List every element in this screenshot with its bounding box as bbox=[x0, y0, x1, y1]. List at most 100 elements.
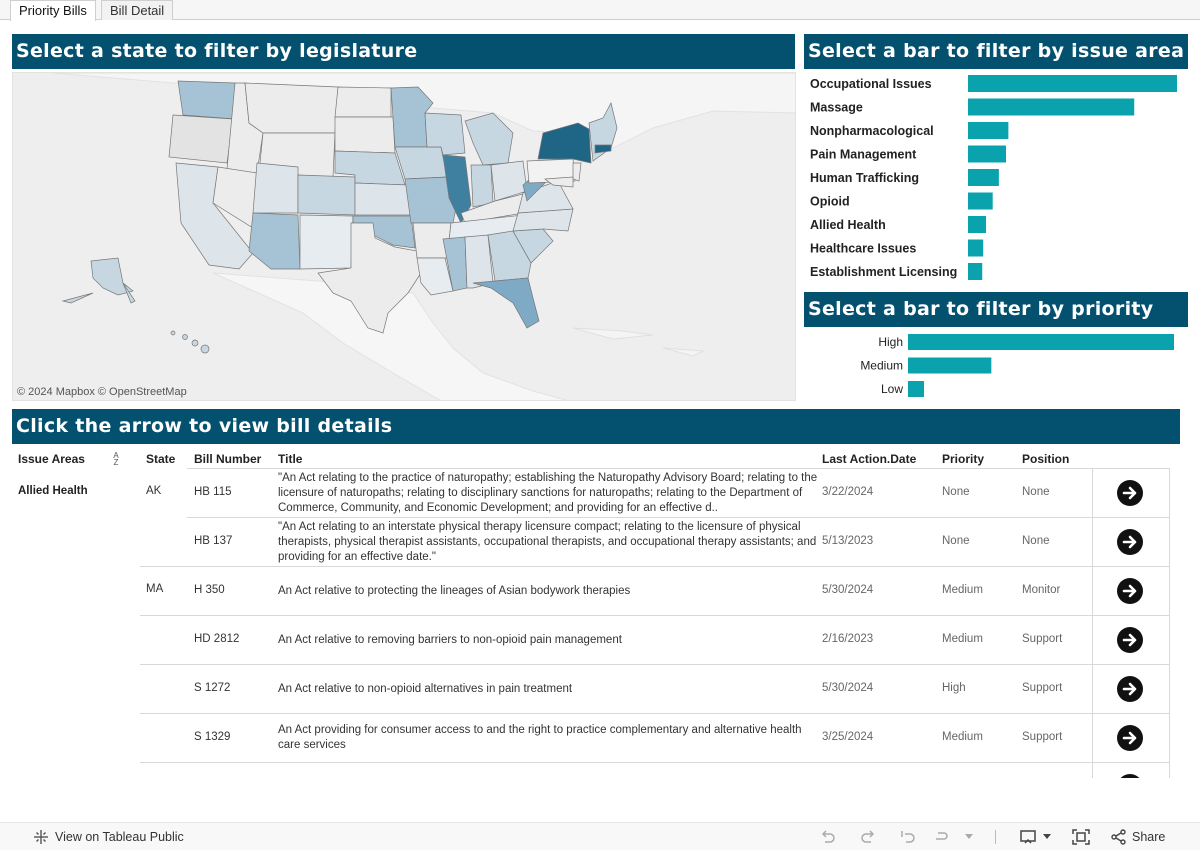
issue-bar[interactable] bbox=[968, 98, 1135, 116]
row-divider bbox=[140, 566, 1169, 567]
issue-bar[interactable] bbox=[968, 169, 999, 186]
priority-bar[interactable] bbox=[908, 381, 925, 397]
title-text: An Act relative to removing barriers to … bbox=[278, 633, 622, 646]
share-icon[interactable] bbox=[1110, 829, 1128, 845]
arrow-column-divider bbox=[1169, 468, 1170, 778]
us-state-map[interactable]: © 2024 Mapbox © OpenStreetMap bbox=[12, 72, 796, 401]
tab-bar: Priority Bills Bill Detail bbox=[0, 0, 1200, 21]
last-action-date-cell: 5/30/2024 bbox=[822, 583, 874, 596]
tableau-toolbar: View on Tableau Public Share bbox=[0, 822, 1200, 850]
issue-bar[interactable] bbox=[968, 75, 1177, 92]
issue-bar-label[interactable]: Establishment Licensing bbox=[810, 265, 957, 279]
title-text: An Act providing for consumer access to … bbox=[278, 724, 802, 751]
col-state[interactable]: State bbox=[146, 452, 176, 466]
priority-cell: None bbox=[942, 485, 970, 498]
issue-bar-label[interactable]: Healthcare Issues bbox=[810, 242, 916, 256]
position-cell: None bbox=[1022, 534, 1050, 547]
issue-bar[interactable] bbox=[968, 216, 987, 233]
priority-bar-label[interactable]: High bbox=[878, 335, 903, 349]
col-last-action-date[interactable]: Last Action.Date bbox=[822, 452, 917, 466]
col-priority[interactable]: Priority bbox=[942, 452, 985, 466]
priority-cell: None bbox=[942, 534, 970, 547]
issue-area-group: Allied Health bbox=[18, 485, 88, 497]
tab-bill-detail[interactable]: Bill Detail bbox=[101, 0, 174, 20]
issue-bar-label[interactable]: Pain Management bbox=[810, 148, 917, 162]
priority-cell: High bbox=[942, 681, 966, 694]
issue-bar-label[interactable]: Allied Health bbox=[810, 218, 886, 232]
issue-bar-label[interactable]: Nonpharmacological bbox=[810, 124, 934, 138]
undo-icon[interactable] bbox=[820, 829, 836, 845]
issue-bar[interactable] bbox=[968, 145, 1006, 163]
bill-number-cell: S 1329 bbox=[194, 730, 231, 743]
view-on-tableau-public-link[interactable]: View on Tableau Public bbox=[55, 830, 184, 844]
redo-icon[interactable] bbox=[860, 829, 876, 845]
priority-bar-label[interactable]: Low bbox=[881, 382, 903, 396]
position-cell: Support bbox=[1022, 632, 1063, 645]
col-position[interactable]: Position bbox=[1022, 452, 1070, 466]
view-bill-arrow-button[interactable] bbox=[1117, 479, 1143, 506]
revert-icon[interactable] bbox=[900, 829, 916, 845]
title-cell: An Act relative to non-opioid alternativ… bbox=[278, 666, 818, 712]
row-divider bbox=[140, 615, 1169, 616]
title-cell: An Act providing for consumer access to … bbox=[278, 715, 818, 761]
arrow-right-icon bbox=[1122, 584, 1137, 597]
row-divider bbox=[140, 713, 1169, 714]
col-title[interactable]: Title bbox=[278, 452, 303, 466]
priority-cell: Medium bbox=[942, 730, 983, 743]
priority-bar[interactable] bbox=[908, 334, 1174, 350]
priority-cell: Medium bbox=[942, 583, 983, 596]
bill-number-cell: H 350 bbox=[194, 583, 225, 596]
title-text: "An Act relating to an interstate physic… bbox=[278, 520, 817, 563]
issue-bar-label[interactable]: Opioid bbox=[810, 195, 850, 209]
issue-bar-label[interactable]: Massage bbox=[810, 101, 863, 115]
last-action-date-cell: 2/16/2023 bbox=[822, 632, 874, 645]
last-action-date-cell: 5/30/2024 bbox=[822, 681, 874, 694]
issue-bar[interactable] bbox=[968, 192, 993, 210]
download-icon[interactable] bbox=[1020, 829, 1040, 845]
view-bill-arrow-button[interactable] bbox=[1117, 675, 1143, 702]
issue-bar-label[interactable]: Occupational Issues bbox=[810, 77, 932, 91]
chevron-down-icon[interactable] bbox=[1042, 833, 1052, 841]
state-cell: AK bbox=[146, 485, 162, 497]
fullscreen-icon[interactable] bbox=[1072, 829, 1090, 845]
issue-section-header: Select a bar to filter by issue area bbox=[804, 34, 1188, 69]
tab-priority-bills[interactable]: Priority Bills bbox=[10, 0, 96, 21]
position-cell: Support bbox=[1022, 730, 1063, 743]
title-cell: "An Act relating to the practice of natu… bbox=[278, 470, 818, 516]
view-bill-arrow-button[interactable] bbox=[1117, 577, 1143, 604]
priority-bar-chart[interactable]: High Medium Low bbox=[804, 330, 1188, 402]
title-cell: An Act relative to protecting the lineag… bbox=[278, 568, 818, 614]
row-divider bbox=[187, 468, 1169, 469]
row-divider bbox=[140, 762, 1169, 763]
issue-bar[interactable] bbox=[968, 239, 984, 257]
arrow-right-icon bbox=[1122, 731, 1137, 744]
issue-bar-label[interactable]: Human Trafficking bbox=[810, 171, 919, 185]
bill-number-cell: HD 2812 bbox=[194, 632, 240, 645]
state-cell: MA bbox=[146, 583, 164, 595]
issue-bar[interactable] bbox=[968, 122, 1009, 139]
map-canvas[interactable] bbox=[13, 73, 796, 401]
last-action-date-cell: 5/13/2023 bbox=[822, 534, 874, 547]
issue-bar[interactable] bbox=[968, 263, 983, 280]
title-cell: An Act relative to removing barriers to … bbox=[278, 617, 818, 663]
col-bill-number[interactable]: Bill Number bbox=[194, 452, 262, 466]
chevron-down-icon[interactable] bbox=[964, 833, 974, 841]
view-bill-arrow-button[interactable] bbox=[1117, 528, 1143, 555]
view-bill-arrow-button[interactable] bbox=[1117, 774, 1143, 778]
view-bill-arrow-button[interactable] bbox=[1117, 626, 1143, 653]
issue-area-bar-chart[interactable]: Occupational Issues Massage Nonpharmacolog… bbox=[804, 72, 1188, 286]
arrow-right-icon bbox=[1122, 535, 1137, 548]
view-bill-arrow-button[interactable] bbox=[1117, 724, 1143, 751]
pause-updates-icon[interactable] bbox=[934, 829, 954, 845]
row-divider bbox=[187, 517, 1169, 518]
position-cell: Monitor bbox=[1022, 583, 1061, 596]
col-issue-areas[interactable]: Issue Areas bbox=[18, 452, 85, 466]
priority-bar-label[interactable]: Medium bbox=[860, 359, 903, 373]
share-button[interactable]: Share bbox=[1132, 830, 1166, 844]
arrow-column-divider bbox=[1092, 468, 1093, 778]
map-attribution[interactable]: © 2024 Mapbox © OpenStreetMap bbox=[17, 386, 187, 398]
last-action-date-cell: 3/25/2024 bbox=[822, 730, 874, 743]
priority-bar[interactable] bbox=[908, 357, 992, 374]
